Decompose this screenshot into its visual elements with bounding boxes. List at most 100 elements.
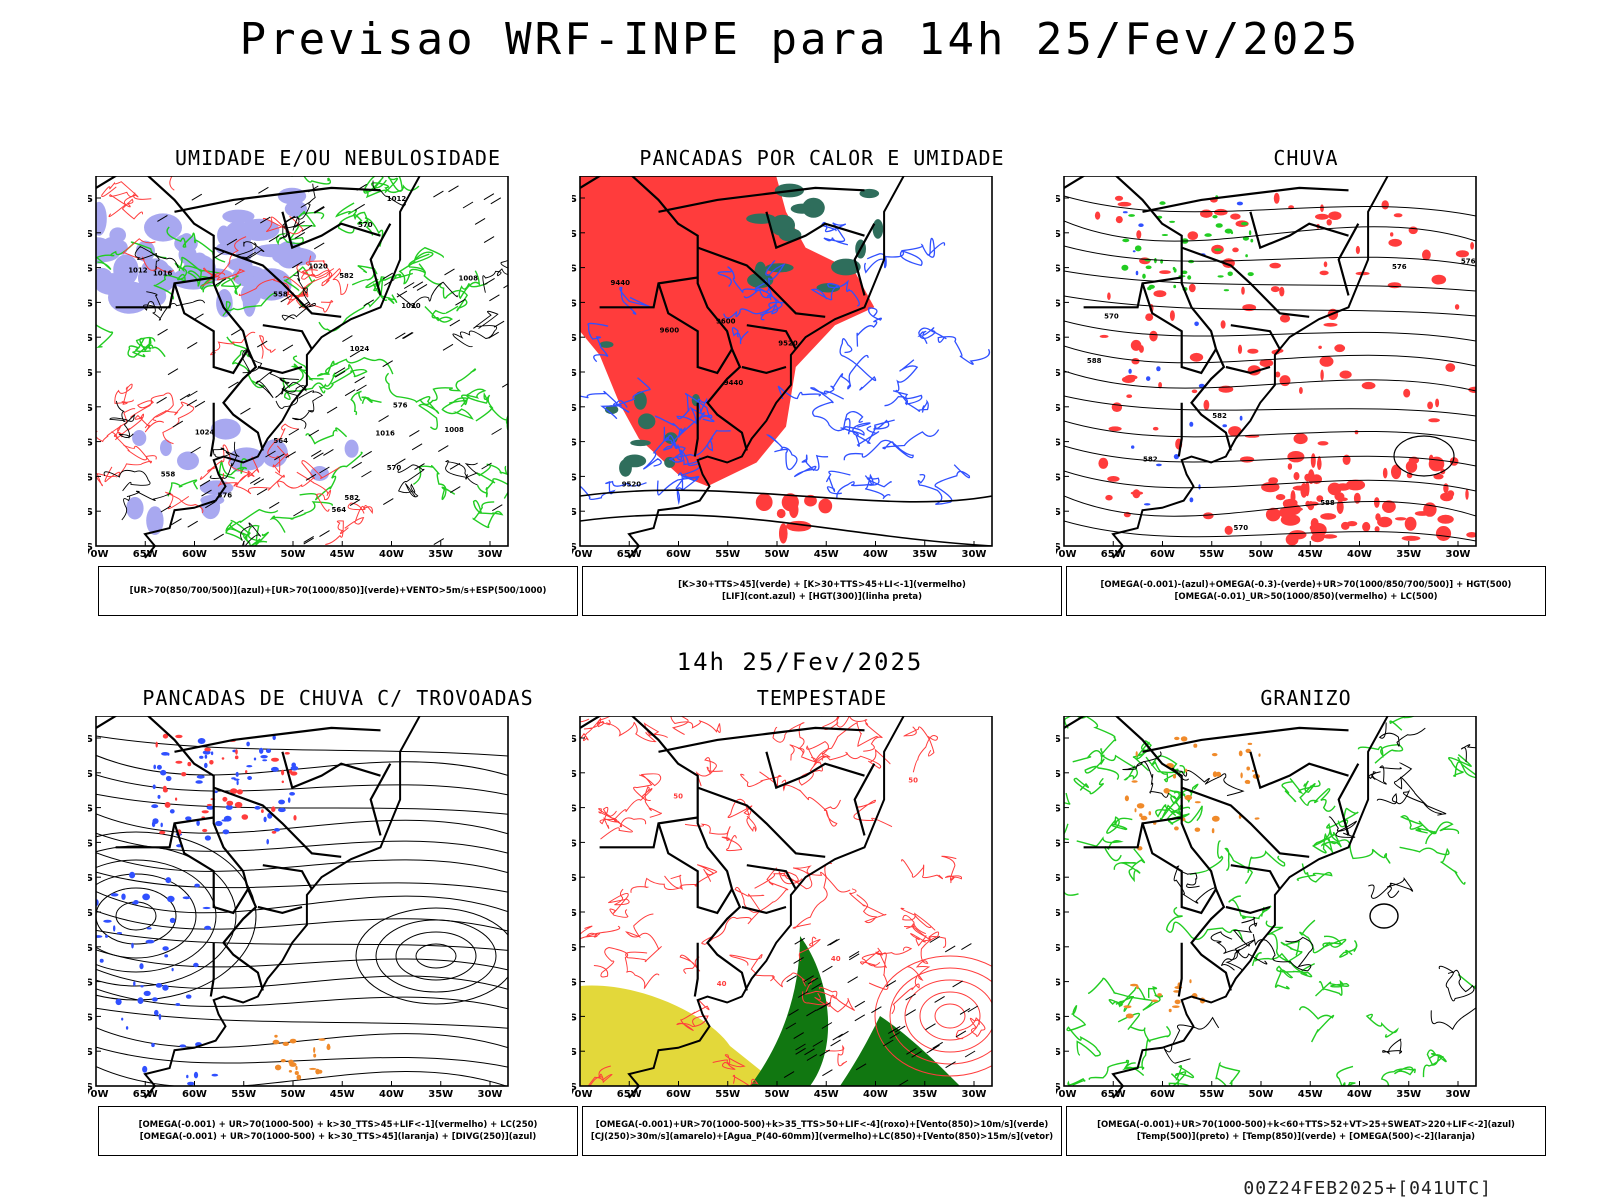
omega-area — [1154, 257, 1157, 264]
precip-water-contour — [597, 716, 612, 728]
storm-area — [209, 760, 214, 765]
wind-vector — [305, 473, 317, 481]
wind-vector — [240, 407, 251, 415]
divergence-area — [289, 792, 295, 796]
omega500-area — [1215, 771, 1222, 777]
thickness-contour — [296, 471, 332, 512]
country-border — [1225, 905, 1271, 915]
country-border — [1249, 751, 1349, 790]
omega-area — [1239, 415, 1243, 421]
country-border — [213, 246, 342, 318]
lif-contour — [754, 279, 783, 321]
wind-vector — [961, 943, 972, 951]
precip-water-contour — [955, 1017, 986, 1040]
contour-label: 582 — [344, 494, 359, 502]
instability-area — [755, 493, 773, 512]
temp850-contour — [1066, 1004, 1101, 1057]
rain-area — [1320, 369, 1324, 381]
storm-area — [234, 801, 243, 808]
wind-vector — [906, 1047, 917, 1055]
omega-area — [1173, 454, 1179, 460]
divergence-area — [140, 985, 144, 988]
rain-area — [1203, 512, 1214, 520]
coastline — [1111, 716, 1389, 1099]
lat-label: 30S — [88, 403, 93, 414]
wind-vector — [249, 477, 261, 484]
divergence-area — [287, 797, 291, 803]
wind-vector — [396, 290, 408, 298]
lon-label: 40W — [1347, 1089, 1372, 1100]
storm-area — [293, 815, 297, 821]
country-border — [1249, 211, 1349, 250]
temp850-contour — [1168, 1065, 1195, 1086]
rain-area — [1455, 250, 1469, 258]
hgt500-contour — [1064, 395, 1476, 417]
rain-area — [1454, 304, 1460, 310]
wind-vector — [797, 991, 809, 998]
streamline — [96, 873, 197, 959]
precip-water-contour — [587, 1065, 613, 1086]
lat-label: 21S — [1056, 298, 1061, 309]
contour-label: 9440 — [611, 279, 631, 287]
wind-vector — [288, 428, 300, 436]
storm-area — [155, 741, 158, 748]
country-border — [173, 283, 249, 375]
divergence-area — [164, 954, 169, 958]
country-border — [697, 246, 826, 318]
axes: 12S 15S 18S 21S 24S 27S 30S 33S 36S 39S 42S70W 65W 6… — [572, 194, 986, 560]
lat-label: 27S — [1056, 908, 1061, 919]
lon-label: 50W — [281, 549, 306, 560]
rain-area — [1345, 479, 1366, 491]
hgt-contour — [580, 514, 992, 546]
lon-label: 70W — [1056, 549, 1076, 560]
contour-label: 9600 — [716, 318, 736, 326]
lat-label: 18S — [88, 804, 93, 815]
storm-area — [226, 800, 234, 806]
divergence-area — [156, 764, 162, 770]
rain-area — [1189, 352, 1204, 362]
streamline — [96, 852, 508, 874]
humidity-area — [144, 213, 182, 242]
lat-label: 15S — [1056, 229, 1061, 240]
divergence-area — [165, 775, 172, 782]
country-border — [658, 186, 865, 213]
omega500-area — [1174, 826, 1179, 831]
divergence-area — [202, 750, 211, 755]
map-pancadas-calor: 9600 9600 9520 9520 9440 9440 12S 15S 18S 21S 24S 2… — [572, 176, 993, 560]
humidity-contour — [472, 499, 504, 529]
wind-vector — [186, 399, 198, 407]
rain-area — [1408, 226, 1418, 235]
rain-area — [1374, 497, 1380, 508]
coastline — [627, 176, 905, 559]
rain-area — [1152, 426, 1159, 431]
lif-contour — [863, 253, 887, 274]
divergence-area — [235, 771, 239, 777]
rain-area — [1328, 211, 1342, 220]
wind-vector — [489, 294, 500, 302]
omega500-area — [1211, 828, 1215, 834]
instability-area — [272, 1039, 280, 1045]
hgt500-contour — [1064, 270, 1476, 292]
divergence-area — [246, 741, 250, 747]
humidity-contour — [96, 316, 114, 348]
country-border — [693, 402, 699, 457]
divergence-area — [143, 990, 151, 996]
wind-vector — [301, 224, 313, 232]
lon-label: 60W — [182, 1089, 207, 1100]
wind-vector — [854, 1014, 866, 1022]
lat-label: 27S — [88, 368, 93, 379]
lat-label: 21S — [572, 298, 577, 309]
temp850-contour — [1064, 716, 1117, 757]
rain-area — [1437, 514, 1454, 524]
rain-area — [1339, 370, 1352, 379]
wind-vector — [819, 1049, 830, 1057]
streamline — [96, 859, 217, 973]
rain-area — [1107, 476, 1120, 482]
wind-vector — [285, 451, 296, 459]
country-border — [599, 276, 698, 309]
map-layer: 588 588 582 582 576 576 570 570 — [1064, 176, 1476, 546]
humidity-contour — [458, 270, 488, 300]
omega-area — [1156, 366, 1161, 372]
divergence-area — [197, 738, 206, 744]
contour-label: 576 — [1392, 263, 1407, 271]
